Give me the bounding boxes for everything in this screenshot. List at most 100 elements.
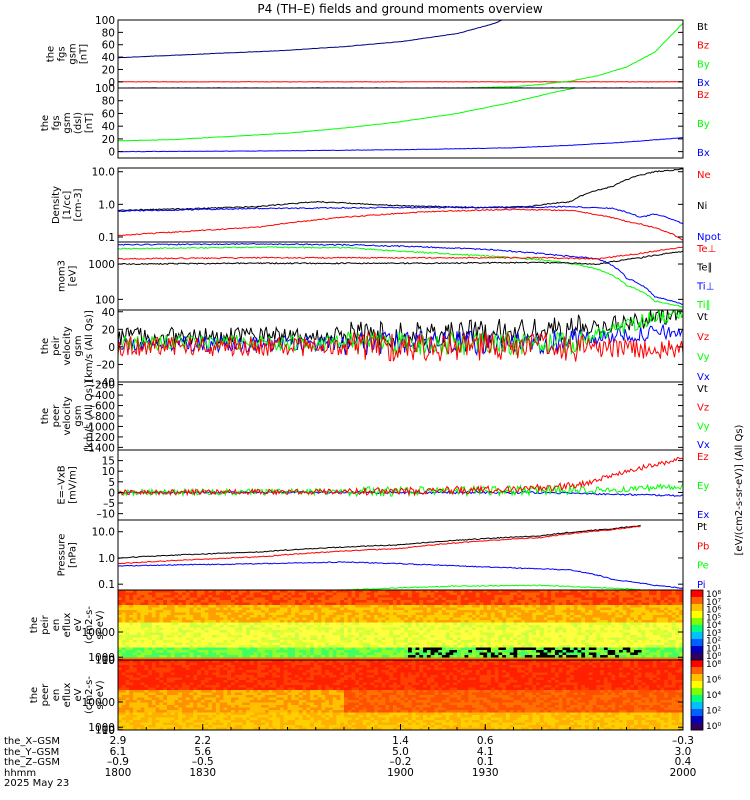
spectrogram-cell <box>603 605 609 608</box>
spectrogram-cell <box>381 607 386 611</box>
spectrogram-cell <box>532 652 537 656</box>
spectrogram-cell <box>291 607 296 611</box>
spectrogram-cell <box>283 610 288 613</box>
spectrogram-cell <box>464 602 469 606</box>
spectrogram-cell <box>667 605 673 608</box>
spectrogram-cell <box>174 595 179 598</box>
spectrogram-cell <box>483 630 488 633</box>
spectrogram-cell <box>148 690 153 693</box>
spectrogram-cell <box>566 602 571 606</box>
spectrogram-cell <box>133 712 138 716</box>
spectrogram-cell <box>543 605 548 608</box>
spectrogram-cell <box>641 625 646 628</box>
spectrogram-cell <box>453 597 458 601</box>
spectrogram-cell <box>182 690 187 693</box>
spectrogram-cell <box>585 657 590 660</box>
spectrogram-cell <box>622 615 627 618</box>
spectrogram-cell <box>656 622 661 626</box>
spectrogram-cell <box>279 632 285 636</box>
spectrogram-cell <box>652 607 658 611</box>
spectrogram-cell <box>392 637 398 641</box>
spectrogram-cell <box>539 635 545 638</box>
spectrogram-cell <box>261 630 266 633</box>
spectrogram-cell <box>182 717 187 721</box>
spectrogram-cell <box>272 605 277 608</box>
spectrogram-cell <box>441 640 447 643</box>
spectrogram-cell <box>664 647 669 651</box>
spectrogram-cell <box>558 622 563 626</box>
spectrogram-cell <box>611 637 616 641</box>
spectrogram-cell <box>596 607 601 611</box>
spectrogram-cell <box>151 617 157 621</box>
spectrogram-cell <box>562 610 567 613</box>
spectrogram-cell <box>166 715 172 718</box>
spectrogram-cell <box>189 590 194 593</box>
spectrogram-cell <box>125 650 130 653</box>
spectrogram-cell <box>573 607 578 611</box>
spectrogram-cell <box>498 605 503 608</box>
spectrogram-cell <box>340 615 345 618</box>
spectrogram-cell <box>140 625 145 628</box>
spectrogram-cell <box>121 672 126 676</box>
legend-Te⊥: Te⊥ <box>696 244 716 255</box>
spectrogram-cell <box>129 700 134 703</box>
spectrogram-cell <box>151 622 157 626</box>
spectrogram-cell <box>253 625 258 628</box>
spectrogram-cell <box>178 635 183 638</box>
spectrogram-cell <box>272 642 277 646</box>
spectrogram-cell <box>185 662 190 666</box>
spectrogram-cell <box>641 652 646 656</box>
spectrogram-cell <box>396 615 401 618</box>
spectrogram-cell <box>163 637 168 641</box>
spectrogram-cell <box>554 650 560 653</box>
spectrogram-cell <box>219 625 224 628</box>
spectrogram-cell <box>449 612 454 616</box>
spectrogram-cell <box>155 627 160 631</box>
spectrogram-cell <box>596 645 601 648</box>
spectrogram-cell <box>283 592 288 596</box>
spectrogram-cell <box>592 645 597 648</box>
ytick-label: –1200 <box>83 432 115 444</box>
series-Pt <box>118 524 641 559</box>
ylabel-line: velocity <box>62 396 73 435</box>
spectrogram-cell <box>419 612 424 616</box>
spectrogram-cell <box>562 630 567 633</box>
spectrogram-cell <box>577 652 582 656</box>
spectrogram-cell <box>136 695 141 698</box>
spectrogram-cell <box>129 625 134 628</box>
spectrogram-cell <box>539 597 545 601</box>
spectrogram-cell <box>562 652 567 656</box>
spectrogram-cell <box>287 620 292 623</box>
spectrogram-cell <box>182 602 187 606</box>
spectrogram-cell <box>182 720 187 723</box>
spectrogram-cell <box>328 615 334 618</box>
spectrogram-cell <box>287 602 292 606</box>
spectrogram-cell <box>543 645 548 648</box>
spectrogram-cell <box>385 652 390 656</box>
spectrogram-cell <box>268 602 273 606</box>
spectrogram-cell <box>392 590 398 593</box>
spectrogram-cell <box>457 632 462 636</box>
spectrogram-cell <box>490 640 496 643</box>
spectrogram-cell <box>223 647 228 651</box>
spectrogram-cell <box>472 640 477 643</box>
spectrogram-cell <box>170 607 175 611</box>
spectrogram-cell <box>634 642 639 646</box>
spectrogram-cell <box>577 610 582 613</box>
spectrogram-cell <box>151 655 157 658</box>
spectrogram-cell <box>671 627 676 631</box>
spectrogram-cell <box>566 600 571 603</box>
spectrogram-cell <box>208 602 213 606</box>
spectrogram-cell <box>509 647 514 651</box>
spectrogram-cell <box>475 597 480 601</box>
spectrogram-cell <box>641 595 646 598</box>
spectrogram-cell <box>140 710 145 713</box>
spectrogram-cell <box>498 612 503 616</box>
spectrogram-cell <box>231 600 236 603</box>
spectrogram-cell <box>490 652 496 656</box>
spectrogram-cell <box>238 632 243 636</box>
spectrogram-cell <box>566 650 571 653</box>
colorbar-swatch <box>691 601 703 605</box>
spectrogram-cell <box>118 710 123 713</box>
spectrogram-cell <box>200 617 206 621</box>
